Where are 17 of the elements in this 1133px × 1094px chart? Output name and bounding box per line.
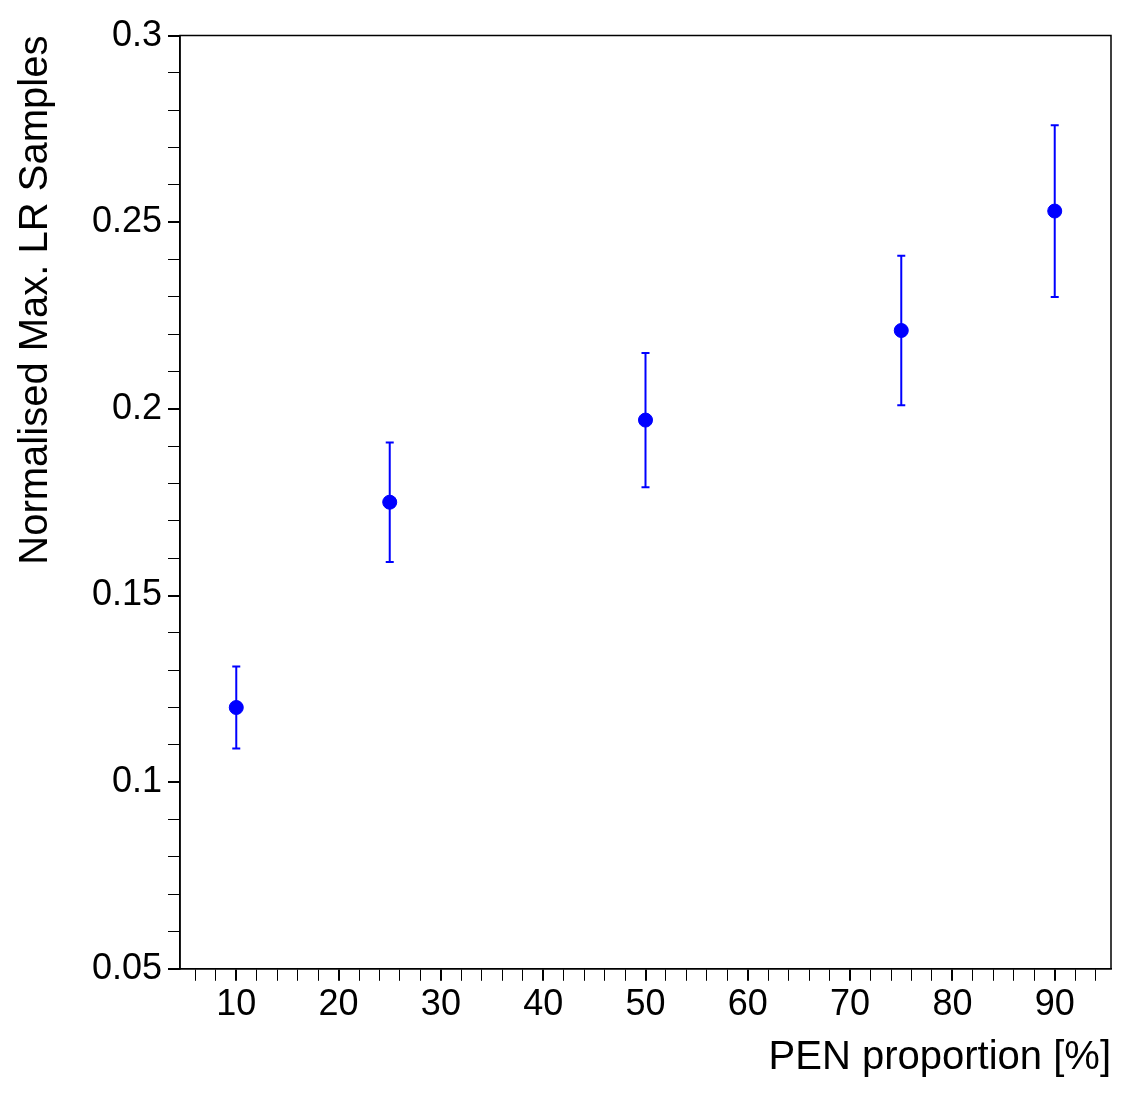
y-tick-label: 0.3 xyxy=(111,12,162,54)
x-tick-label: 40 xyxy=(523,982,564,1024)
x-tick-label: 80 xyxy=(932,982,973,1024)
y-tick-label: 0.05 xyxy=(91,945,162,987)
x-axis-title: PEN proportion [%] xyxy=(768,1033,1111,1078)
y-tick-label: 0.1 xyxy=(111,759,162,801)
x-tick-label: 50 xyxy=(625,982,666,1024)
x-tick-label: 60 xyxy=(727,982,768,1024)
y-axis-title: Normalised Max. LR Samples xyxy=(11,35,56,565)
y-tick-label: 0.2 xyxy=(111,385,162,427)
x-tick-label: 10 xyxy=(216,982,257,1024)
y-tick-label: 0.25 xyxy=(91,199,162,241)
x-tick-label: 70 xyxy=(830,982,871,1024)
x-tick-label: 30 xyxy=(420,982,461,1024)
y-tick-label: 0.15 xyxy=(91,572,162,614)
x-tick-label: 20 xyxy=(318,982,359,1024)
x-tick-label: 90 xyxy=(1034,982,1075,1024)
